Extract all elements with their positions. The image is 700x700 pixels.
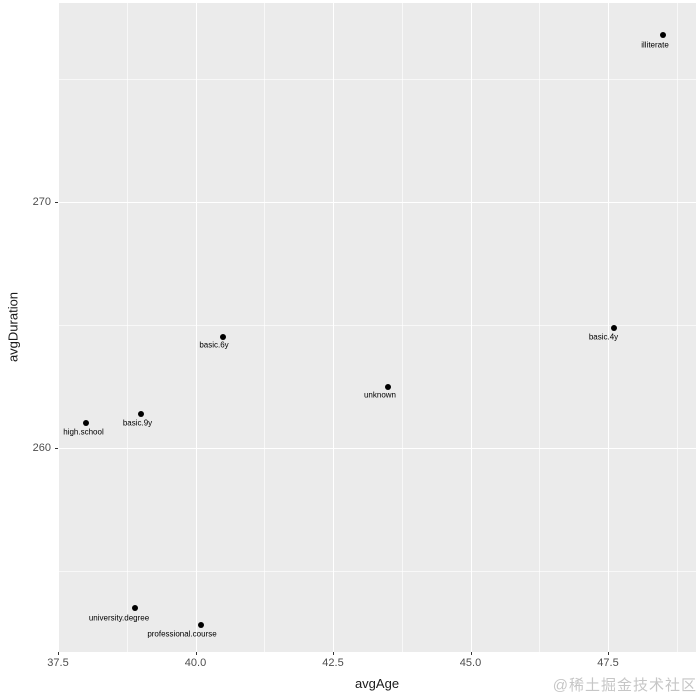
x-tick-label: 47.5 [597, 657, 619, 669]
data-point-label: basic.4y [588, 332, 619, 341]
x-major-gridline [470, 3, 472, 652]
x-tick-mark [470, 652, 472, 655]
data-point-label: unknown [363, 390, 397, 399]
x-tick-mark [333, 652, 334, 655]
y-tick-mark [55, 202, 58, 204]
data-point [220, 334, 226, 341]
y-major-gridline [58, 447, 696, 449]
x-tick-label: 45.0 [459, 657, 482, 669]
data-point-label: university.degree [88, 613, 150, 623]
x-minor-gridline [539, 3, 541, 652]
x-tick-mark [195, 652, 197, 655]
x-axis-title: avgAge [354, 676, 400, 691]
x-minor-gridline [401, 3, 403, 652]
y-major-gridline [58, 202, 696, 204]
x-minor-gridline [676, 3, 678, 652]
x-major-gridline [333, 3, 334, 652]
data-point-label: professional.course [147, 629, 217, 639]
data-point [610, 324, 617, 331]
x-major-gridline [608, 3, 609, 652]
y-tick-label: 260 [32, 441, 51, 454]
plot-panel: illiterate basic.4y basic.6y unknown basic.9… [58, 3, 696, 652]
y-tick-mark [55, 447, 58, 449]
data-point [132, 604, 138, 611]
data-point-label: basic.6y [199, 340, 229, 350]
data-point-label: basic.9y [122, 418, 153, 428]
x-major-gridline [195, 3, 197, 652]
data-point-label: high.school [63, 427, 104, 437]
data-point-label: illiterate [641, 40, 669, 50]
x-minor-gridline [126, 3, 128, 652]
x-tick-mark [608, 652, 609, 655]
x-major-gridline [58, 3, 59, 652]
data-point [660, 31, 666, 38]
y-axis-title: avgDuration [5, 291, 21, 363]
x-tick-mark [58, 652, 59, 655]
x-minor-gridline [264, 3, 266, 652]
data-point [198, 621, 204, 628]
x-tick-label: 37.5 [47, 657, 69, 669]
y-minor-gridline [58, 570, 696, 572]
x-tick-label: 40.0 [184, 657, 207, 669]
watermark: @稀土掘金技术社区 [552, 677, 697, 694]
x-tick-label: 42.5 [322, 657, 344, 669]
y-minor-gridline [58, 325, 696, 327]
y-tick-label: 270 [32, 196, 51, 209]
y-minor-gridline [58, 79, 696, 81]
data-point [385, 383, 391, 390]
data-point [137, 410, 144, 417]
data-point [82, 420, 89, 427]
